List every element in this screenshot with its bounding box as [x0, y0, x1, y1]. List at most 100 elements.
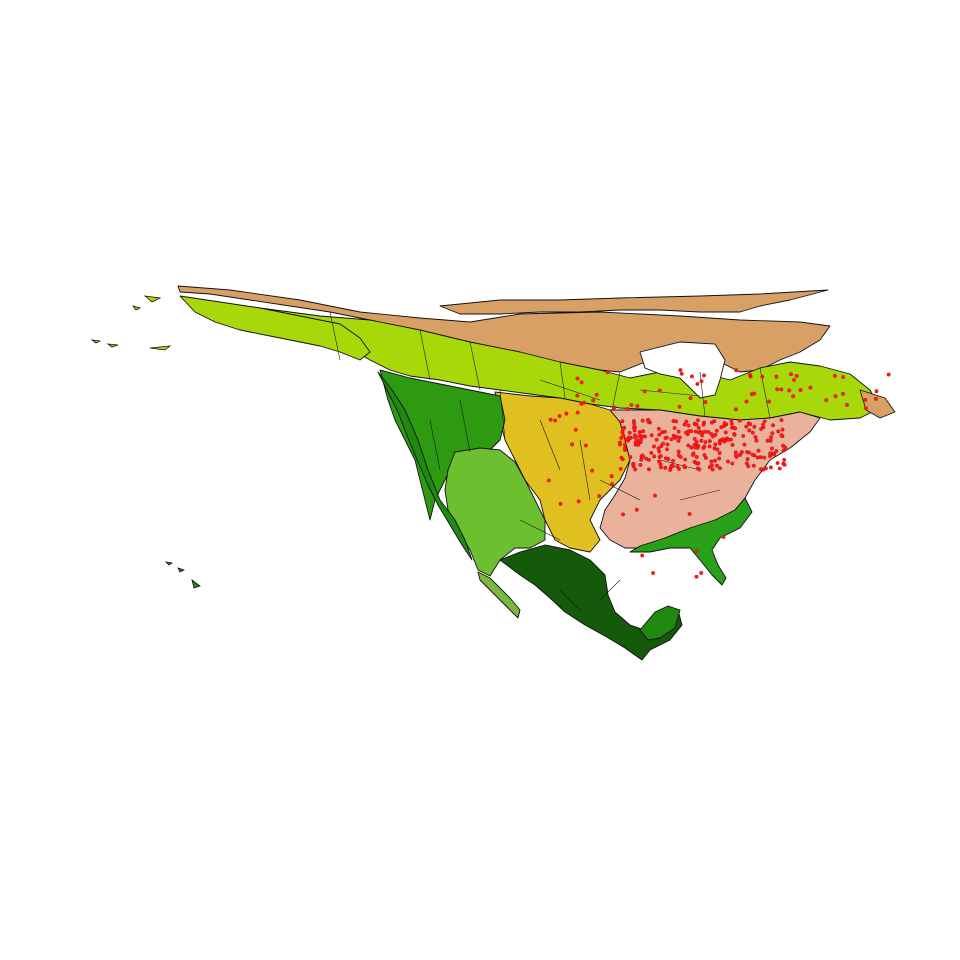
occurrence-point: [754, 438, 759, 443]
occurrence-point: [721, 424, 726, 428]
occurrence-point: [744, 424, 749, 429]
occurrence-point: [570, 442, 575, 447]
occurrence-point: [649, 433, 654, 438]
occurrence-point: [709, 420, 714, 425]
occurrence-point: [671, 433, 676, 438]
occurrence-point: [579, 380, 584, 385]
occurrence-point: [676, 453, 681, 458]
occurrence-point: [638, 462, 643, 467]
occurrence-point: [639, 457, 644, 462]
occurrence-point: [706, 429, 711, 434]
occurrence-point: [717, 456, 722, 461]
occurrence-point: [591, 398, 596, 403]
occurrence-point: [710, 467, 715, 472]
occurrence-point: [733, 426, 738, 431]
occurrence-point: [744, 461, 749, 466]
occurrence-point: [696, 425, 701, 430]
occurrence-point: [864, 406, 868, 411]
occurrence-point: [722, 439, 727, 444]
occurrence-point: [734, 368, 739, 373]
occurrence-point: [794, 373, 799, 378]
occurrence-point: [833, 394, 838, 399]
occurrence-point: [610, 482, 615, 486]
region-southeast-coastal-plain: [629, 497, 753, 586]
occurrence-point: [713, 458, 717, 463]
occurrence-point: [640, 553, 645, 558]
occurrence-point: [634, 507, 639, 512]
occurrence-point: [626, 435, 631, 440]
occurrence-point: [573, 427, 578, 432]
occurrence-point: [693, 445, 698, 450]
occurrence-point: [590, 468, 595, 473]
occurrence-point: [726, 459, 730, 464]
occurrence-point: [635, 404, 640, 408]
occurrence-point: [686, 443, 691, 448]
occurrence-point: [683, 457, 688, 462]
occurrence-point: [676, 449, 681, 454]
occurrence-point: [702, 444, 707, 449]
occurrence-point: [661, 441, 666, 446]
occurrence-point: [789, 372, 793, 377]
occurrence-point: [637, 430, 642, 435]
occurrence-point: [651, 571, 656, 575]
occurrence-point: [717, 441, 722, 446]
occurrence-point: [620, 457, 625, 462]
occurrence-point: [717, 451, 722, 455]
occurrence-point: [677, 404, 682, 409]
occurrence-point: [732, 432, 737, 437]
occurrence-point: [682, 464, 687, 469]
occurrence-point: [768, 451, 773, 456]
occurrence-point: [751, 463, 756, 468]
occurrence-point: [665, 442, 670, 447]
occurrence-point: [744, 399, 749, 404]
occurrence-point: [845, 402, 849, 407]
occurrence-point: [677, 466, 681, 471]
occurrence-point: [671, 458, 676, 463]
occurrence-point: [747, 428, 752, 433]
occurrence-point: [640, 434, 645, 439]
occurrence-point: [741, 434, 746, 438]
occurrence-point: [699, 438, 704, 443]
occurrence-point: [695, 382, 700, 386]
occurrence-point: [841, 375, 846, 380]
occurrence-point: [777, 466, 782, 471]
occurrence-point: [658, 465, 663, 470]
occurrence-point: [693, 422, 697, 427]
occurrence-point: [633, 467, 638, 472]
occurrence-point: [707, 439, 712, 444]
occurrence-point: [682, 422, 687, 427]
occurrence-point: [730, 442, 735, 447]
occurrence-point: [618, 466, 623, 471]
occurrence-point: [776, 429, 781, 434]
occurrence-point: [548, 417, 553, 422]
occurrence-point: [758, 467, 763, 472]
occurrence-point: [625, 407, 630, 412]
occurrence-point: [628, 455, 633, 460]
occurrence-point: [688, 396, 693, 401]
occurrence-point: [676, 429, 681, 434]
occurrence-point: [700, 433, 705, 438]
occurrence-point: [652, 444, 656, 449]
occurrence-point: [779, 433, 784, 438]
occurrence-point: [640, 418, 645, 423]
region-arctic-islands: [439, 289, 829, 315]
occurrence-point: [621, 427, 626, 432]
occurrence-point: [752, 424, 757, 429]
occurrence-point: [619, 436, 624, 440]
occurrence-point: [564, 411, 569, 416]
occurrence-point: [622, 442, 627, 447]
occurrence-point: [733, 453, 738, 458]
occurrence-point: [624, 437, 628, 442]
occurrence-point: [753, 435, 758, 440]
occurrence-point: [674, 419, 679, 424]
occurrence-point: [703, 455, 708, 460]
occurrence-point: [714, 428, 719, 433]
occurrence-point: [715, 447, 720, 452]
occurrence-point: [755, 455, 760, 460]
occurrence-point: [647, 467, 651, 472]
occurrence-point: [576, 499, 581, 504]
occurrence-point: [631, 425, 636, 430]
occurrence-point: [664, 435, 669, 440]
region-pacific-coast: [377, 371, 473, 561]
